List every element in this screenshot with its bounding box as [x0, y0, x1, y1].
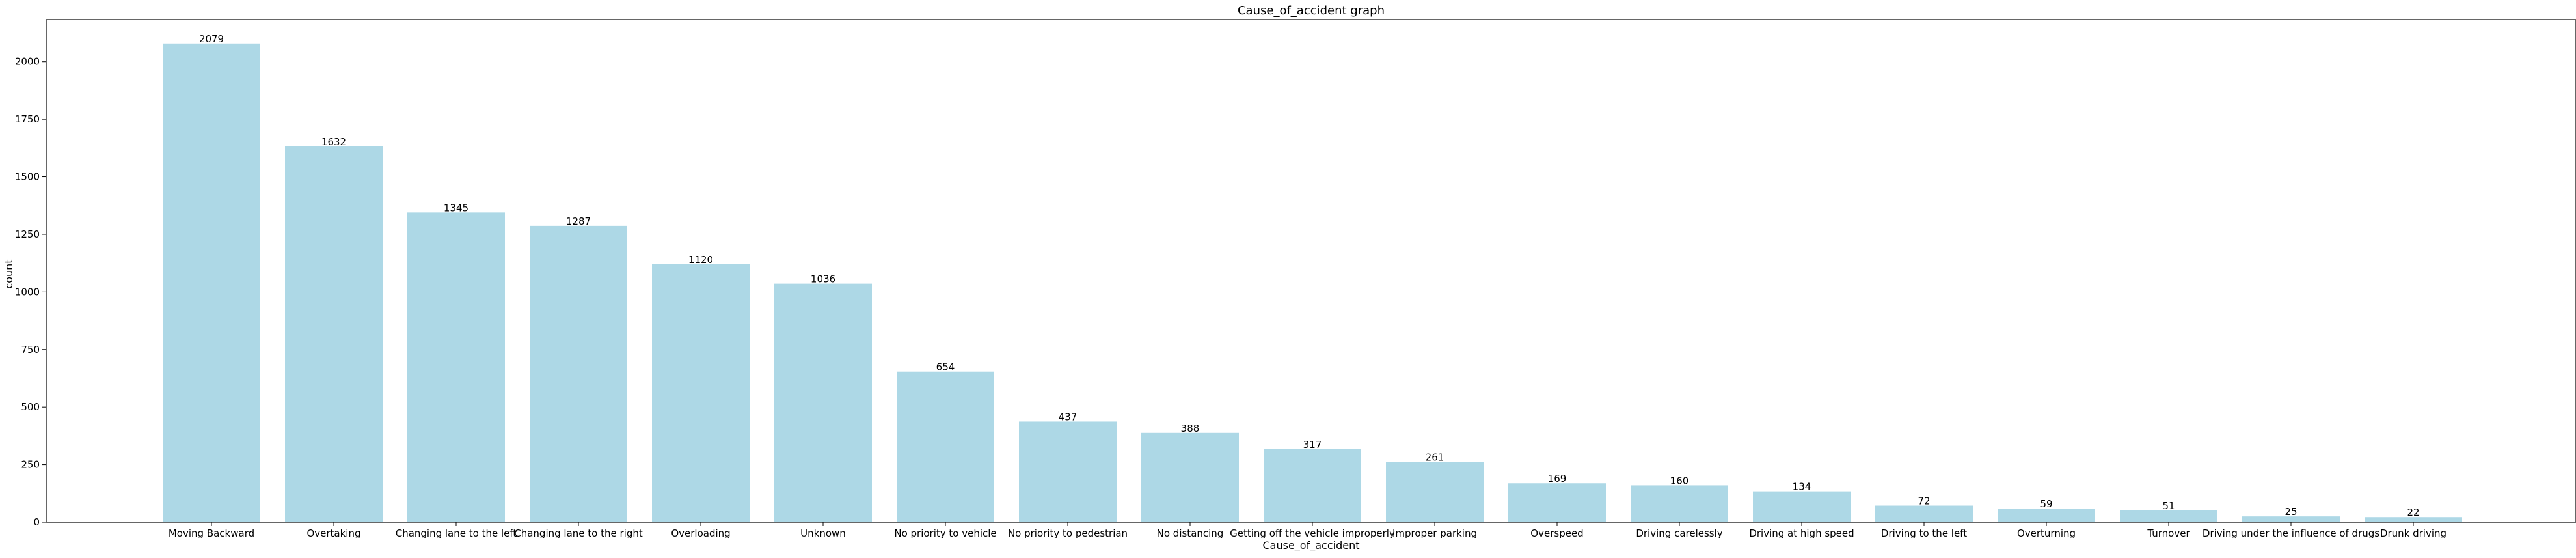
bars-group — [163, 43, 2462, 522]
bar-17 — [2120, 510, 2217, 522]
bar-7 — [897, 371, 994, 522]
chart-title: Cause_of_accident graph — [1238, 4, 1385, 18]
y-axis-ticks: 0 250 500 750 1000 1250 1500 1750 2000 — [15, 56, 46, 528]
data-label-15: 72 — [1918, 495, 1930, 507]
bar-3 — [407, 212, 505, 522]
bar-11 — [1386, 462, 1484, 522]
bar-15 — [1875, 505, 1973, 522]
data-label-9: 388 — [1181, 423, 1200, 434]
data-label-18: 25 — [2285, 506, 2297, 518]
data-label-5: 1120 — [688, 254, 713, 266]
data-label-16: 59 — [2040, 498, 2052, 510]
x-tick-label-10: Getting off the vehicle improperly — [1230, 527, 1395, 539]
data-label-1: 2079 — [199, 33, 224, 45]
y-tick-label-1500: 1500 — [15, 171, 40, 183]
data-label-11: 261 — [1426, 452, 1444, 464]
data-label-10: 317 — [1303, 439, 1322, 451]
y-tick-label-1750: 1750 — [15, 113, 40, 125]
data-label-6: 1036 — [811, 273, 835, 285]
x-tick-label-7: No priority to vehicle — [894, 527, 996, 539]
bar-14 — [1753, 491, 1851, 522]
data-label-4: 1287 — [566, 216, 591, 227]
data-labels-group: 2079 1632 1345 1287 1120 1036 654 437 388 317 261 1… — [199, 33, 2420, 518]
y-axis-title: count — [3, 259, 15, 288]
x-axis-ticks: Moving Backward Overtaking Changing lane t… — [169, 522, 2447, 539]
x-tick-label-18: Driving under the influence of drugs — [2203, 527, 2379, 539]
bar-2 — [285, 146, 383, 522]
x-tick-label-19: Drunk driving — [2380, 527, 2447, 539]
x-tick-label-2: Overtaking — [306, 527, 360, 539]
data-label-3: 1345 — [444, 202, 468, 214]
x-tick-label-5: Overloading — [671, 527, 730, 539]
x-tick-label-3: Changing lane to the left — [396, 527, 517, 539]
y-tick-label-250: 250 — [21, 459, 40, 471]
x-tick-label-4: Changing lane to the right — [514, 527, 643, 539]
bar-4 — [530, 225, 627, 522]
x-tick-label-6: Unknown — [800, 527, 846, 539]
x-tick-label-16: Overturning — [2017, 527, 2076, 539]
plot-frame — [46, 19, 2576, 523]
data-label-8: 437 — [1059, 411, 1078, 423]
x-tick-label-12: Overspeed — [1530, 527, 1583, 539]
bar-6 — [774, 283, 872, 522]
y-tick-label-1250: 1250 — [15, 229, 40, 240]
bar-9 — [1141, 432, 1239, 522]
y-tick-label-500: 500 — [21, 401, 40, 413]
data-label-19: 22 — [2407, 507, 2419, 518]
bar-1 — [163, 43, 260, 522]
bar-13 — [1631, 485, 1728, 522]
x-axis-title: Cause_of_accident — [1263, 539, 1360, 552]
y-tick-label-1000: 1000 — [15, 286, 40, 298]
data-label-12: 169 — [1548, 473, 1567, 484]
x-tick-label-14: Driving at high speed — [1749, 527, 1854, 539]
bar-8 — [1019, 421, 1117, 522]
bar-12 — [1508, 483, 1606, 522]
x-tick-label-13: Driving carelessly — [1636, 527, 1722, 539]
x-tick-label-11: Improper parking — [1392, 527, 1477, 539]
y-tick-label-750: 750 — [21, 344, 40, 356]
data-label-17: 51 — [2162, 500, 2175, 512]
x-tick-label-1: Moving Backward — [169, 527, 254, 539]
x-tick-label-9: No distancing — [1157, 527, 1224, 539]
y-tick-label-2000: 2000 — [15, 56, 40, 68]
data-label-7: 654 — [936, 361, 955, 373]
bar-5 — [652, 264, 750, 522]
bar-16 — [1998, 509, 2095, 522]
x-tick-label-17: Turnover — [2147, 527, 2190, 539]
x-tick-label-15: Driving to the left — [1881, 527, 1967, 539]
y-tick-label-0: 0 — [33, 516, 40, 528]
data-label-2: 1632 — [321, 136, 346, 148]
data-label-13: 160 — [1670, 475, 1689, 486]
bar-10 — [1264, 449, 1361, 522]
bar-19 — [2365, 517, 2462, 522]
data-label-14: 134 — [1793, 481, 1811, 493]
x-tick-label-8: No priority to pedestrian — [1008, 527, 1128, 539]
bar-18 — [2242, 516, 2340, 522]
